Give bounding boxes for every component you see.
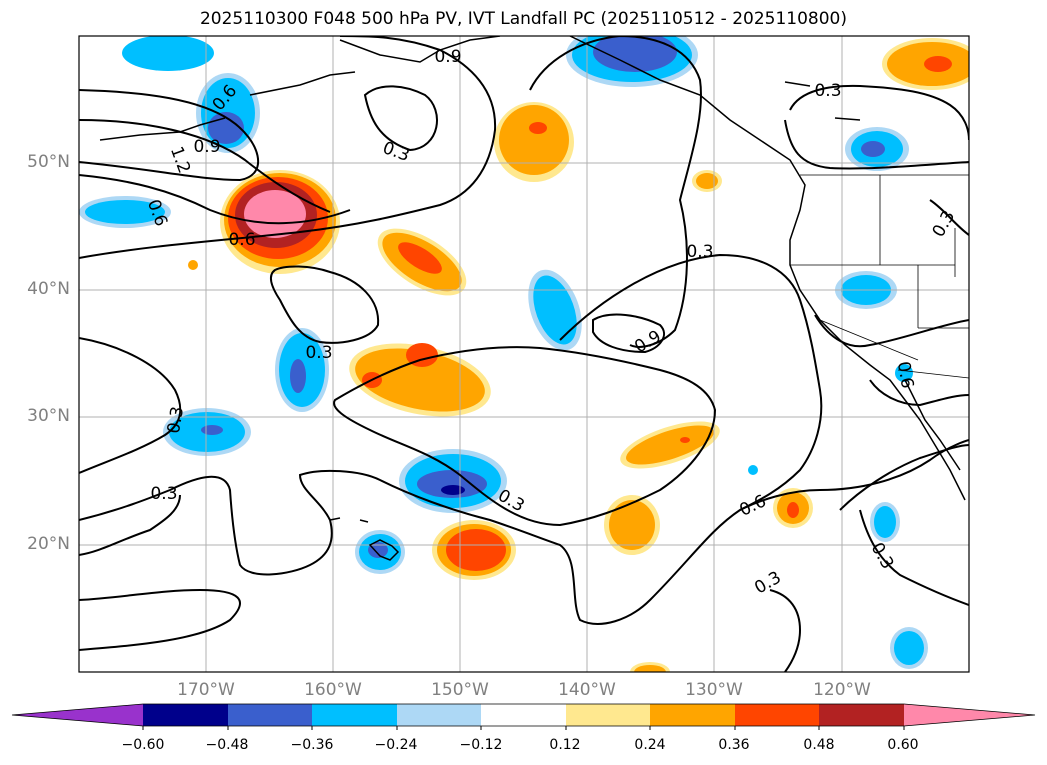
contour-label: 0.3: [164, 405, 188, 435]
colorbar-tick-label: 0.36: [718, 737, 750, 753]
contour-label: 0.9: [193, 137, 220, 157]
map-title: 2025110300 F048 500 hPa PV, IVT Landfall…: [199, 9, 847, 29]
contour-label: 0.9: [631, 327, 664, 358]
colorbar-segment: [650, 704, 735, 726]
contour-label: 0.3: [150, 484, 177, 504]
ivt-shading: [79, 36, 969, 672]
positive-anomaly-blob: [773, 488, 813, 528]
negative-anomaly-blob: [870, 502, 900, 542]
map-frame: [78, 35, 970, 673]
colorbar-tick-label: 0.60: [887, 737, 919, 753]
lat-tick-label: 20°N: [27, 534, 70, 554]
negative-anomaly-blob: [845, 127, 909, 171]
positive-anomaly-blob: [630, 662, 670, 672]
positive-anomaly-blob: [377, 228, 467, 296]
colorbar-segment: [481, 704, 566, 726]
contour-label: 1.2: [166, 144, 194, 176]
colorbar-segment: [228, 704, 312, 726]
negative-anomaly-blob: [528, 269, 582, 351]
political-borders: [790, 174, 969, 379]
positive-anomaly-blob: [692, 170, 722, 192]
colorbar-segment: [312, 704, 397, 726]
colorbar: [11, 703, 1036, 730]
colorbar-segment: [566, 704, 650, 726]
contour-label: 0.6: [893, 360, 917, 390]
lon-tick-label: 170°W: [177, 680, 235, 700]
contour-label: 0.3: [686, 242, 713, 262]
lon-tick-label: 130°W: [685, 680, 743, 700]
contour-label: 0.6: [737, 491, 770, 521]
positive-anomaly-blob: [882, 38, 969, 90]
positive-anomaly-blob: [349, 343, 491, 417]
lon-tick-label: 150°W: [431, 680, 489, 700]
lon-tick-label: 120°W: [813, 680, 871, 700]
lon-tick-label: 140°W: [558, 680, 616, 700]
positive-anomaly-blob: [620, 421, 720, 469]
lat-tick-label: 50°N: [27, 152, 70, 172]
colorbar-tick-label: −0.60: [121, 737, 165, 753]
negative-anomaly-blob: [890, 627, 928, 669]
lon-tick-label: 160°W: [304, 680, 362, 700]
colorbar-tick-label: −0.12: [459, 737, 503, 753]
contour-label: 0.6: [228, 230, 255, 250]
negative-anomaly-blob: [355, 530, 405, 574]
negative-anomaly-blob: [122, 36, 214, 71]
lat-tick-label: 30°N: [27, 406, 70, 426]
contour-label: 0.3: [380, 138, 412, 166]
colorbar-tick-label: 0.24: [634, 737, 666, 753]
colorbar-segment: [397, 704, 481, 726]
positive-anomaly-blob: [494, 102, 574, 182]
colorbar-extend-high: [904, 704, 1035, 726]
contour-label: 0.3: [305, 343, 332, 363]
positive-anomaly-blob: [604, 495, 660, 555]
negative-anomaly-blob: [399, 449, 507, 513]
colorbar-extend-low: [12, 704, 143, 726]
colorbar-tick-label: −0.48: [205, 737, 249, 753]
colorbar-tick-label: 0.12: [549, 737, 581, 753]
negative-anomaly-blob: [566, 36, 698, 87]
colorbar-tick-label: −0.24: [374, 737, 418, 753]
colorbar-segment: [735, 704, 819, 726]
colorbar-tick-label: 0.48: [803, 737, 835, 753]
negative-anomaly-blob: [275, 328, 329, 412]
colorbar-segment: [143, 704, 228, 726]
negative-anomaly-blob: [79, 196, 171, 228]
pv-contours: [79, 36, 969, 672]
colorbar-segment: [819, 704, 904, 726]
graticule: [79, 36, 969, 672]
colorbar-tick-label: −0.36: [290, 737, 334, 753]
contour-label: 0.9: [434, 47, 461, 67]
positive-anomaly-blob: [432, 520, 516, 580]
lat-tick-label: 40°N: [27, 279, 70, 299]
contour-label: 0.3: [814, 81, 841, 101]
